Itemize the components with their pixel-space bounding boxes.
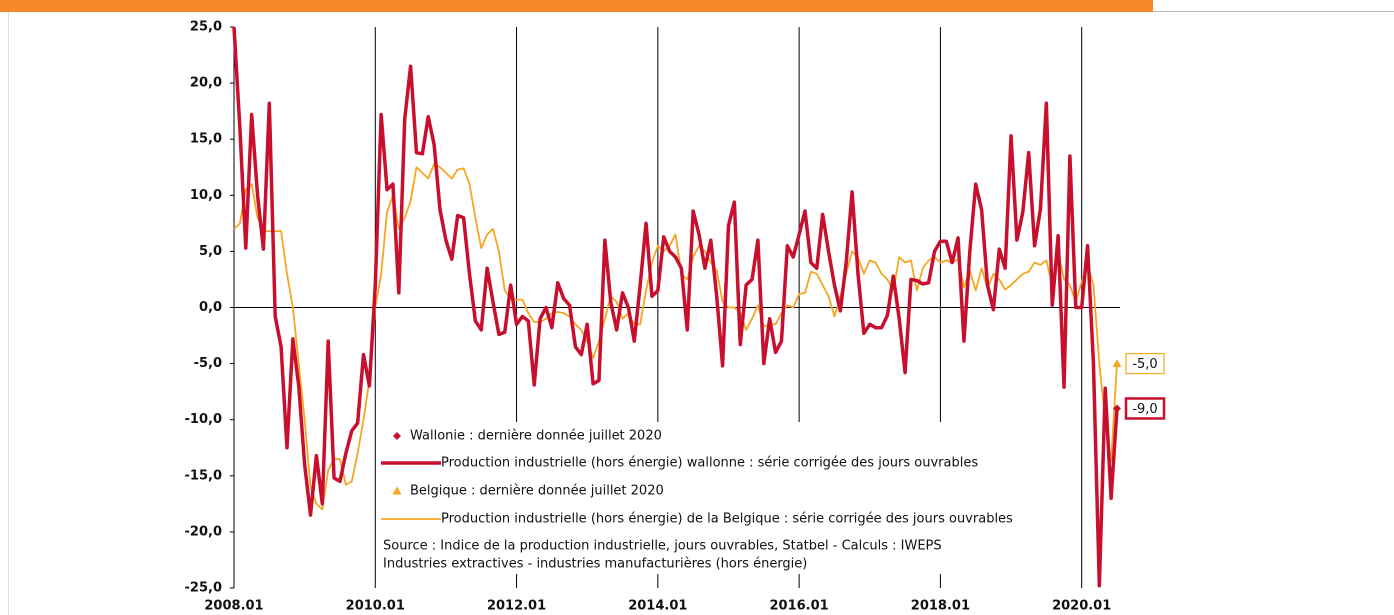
- x-tick-label: 2018.01: [911, 599, 970, 614]
- legend-label: Belgique : dernière donnée juillet 2020: [410, 484, 664, 499]
- y-tick-label: 0,0: [199, 300, 222, 315]
- y-tick-label: -20,0: [185, 524, 222, 539]
- top-bar: [0, 0, 1153, 12]
- annotation: -5,0: [1132, 357, 1157, 372]
- legend-box: [378, 422, 1075, 574]
- x-tick-label: 2014.01: [628, 599, 687, 614]
- x-tick-label: 2008.01: [204, 599, 263, 614]
- legend-label: Production industrielle (hors énergie) d…: [441, 512, 1013, 527]
- x-tick-label: 2016.01: [770, 599, 829, 614]
- y-tick-label: 10,0: [190, 188, 222, 203]
- source-note: Industries extractives - industries manu…: [383, 557, 807, 572]
- series-line: [232, 26, 1119, 588]
- x-tick-label: 2012.01: [487, 599, 546, 614]
- annotation-box: [1125, 353, 1165, 375]
- legend-label: Wallonie : dernière donnée juillet 2020: [410, 429, 662, 444]
- last-point: [1113, 404, 1121, 413]
- x-tick-label: 2020.01: [1052, 599, 1111, 614]
- annotation-box: [1124, 397, 1166, 420]
- y-tick-label: -5,0: [194, 356, 222, 371]
- x-tick-label: 2010.01: [346, 599, 405, 614]
- legend-marker: [392, 486, 402, 495]
- source-note: Source : Indice de la production industr…: [383, 539, 942, 554]
- annotation: -9,0: [1132, 402, 1157, 417]
- legend-label: Production industrielle (hors énergie) w…: [441, 456, 978, 471]
- y-tick-label: 15,0: [190, 132, 222, 147]
- y-tick-label: -15,0: [185, 468, 222, 483]
- y-tick-label: -25,0: [185, 581, 222, 596]
- y-tick-label: 20,0: [190, 76, 222, 91]
- legend-marker: [393, 432, 401, 440]
- y-tick-label: 25,0: [190, 20, 222, 35]
- last-point: [1112, 359, 1122, 368]
- y-tick-label: -10,0: [185, 412, 222, 427]
- y-tick-label: 5,0: [199, 244, 222, 259]
